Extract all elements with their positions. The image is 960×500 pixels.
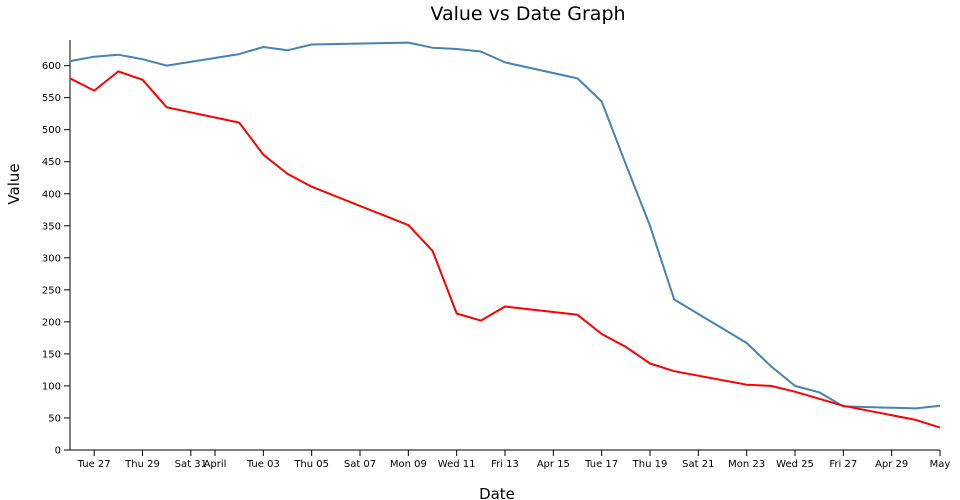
x-tick-label: Wed 11 bbox=[438, 459, 476, 470]
x-tick-label: Thu 19 bbox=[632, 459, 668, 470]
chart-title: Value vs Date Graph bbox=[430, 3, 625, 25]
x-tick-label: Tue 03 bbox=[246, 459, 280, 470]
y-tick-label: 300 bbox=[42, 253, 61, 264]
y-tick-label: 200 bbox=[42, 317, 61, 328]
y-tick-label: 50 bbox=[48, 413, 61, 424]
y-tick-label: 450 bbox=[42, 157, 61, 168]
x-tick-label: Tue 27 bbox=[77, 459, 111, 470]
x-tick-label: Mon 09 bbox=[390, 459, 427, 470]
y-axis: 0 50 100 150 200 250 300 350 400 450 500 550 600 bbox=[42, 40, 71, 457]
x-tick-label: Sat 07 bbox=[344, 459, 376, 470]
y-tick-label: 600 bbox=[42, 61, 61, 72]
x-tick-label: Thu 05 bbox=[293, 459, 329, 470]
x-tick-label: Fri 27 bbox=[829, 459, 857, 470]
x-tick-label: Wed 25 bbox=[776, 459, 814, 470]
x-tick-label: Sat 21 bbox=[682, 459, 714, 470]
y-tick-label: 150 bbox=[42, 349, 61, 360]
y-tick-label: 100 bbox=[42, 381, 61, 392]
x-tick-label: Tue 17 bbox=[584, 459, 618, 470]
x-tick-label: May bbox=[930, 459, 951, 470]
y-tick-label: 550 bbox=[42, 93, 61, 104]
y-tick-label: 500 bbox=[42, 125, 61, 136]
y-tick-label: 350 bbox=[42, 221, 61, 232]
x-tick-label: Thu 29 bbox=[124, 459, 160, 470]
x-tick-label: April bbox=[204, 459, 227, 470]
x-tick-label: Apr 15 bbox=[537, 459, 570, 470]
y-axis-title: Value bbox=[5, 163, 23, 204]
series-line-1 bbox=[69, 41, 941, 410]
x-tick-label: Fri 13 bbox=[491, 459, 519, 470]
y-tick-label: 400 bbox=[42, 189, 61, 200]
series-line-2 bbox=[69, 70, 941, 429]
x-tick-label: Sat 31 bbox=[175, 459, 207, 470]
x-tick-label: Apr 29 bbox=[875, 459, 908, 470]
x-tick-label: Mon 23 bbox=[728, 459, 765, 470]
y-tick-label: 0 bbox=[55, 446, 61, 457]
series-layer bbox=[69, 41, 941, 429]
y-tick-label: 250 bbox=[42, 285, 61, 296]
x-axis-title: Date bbox=[479, 485, 515, 500]
